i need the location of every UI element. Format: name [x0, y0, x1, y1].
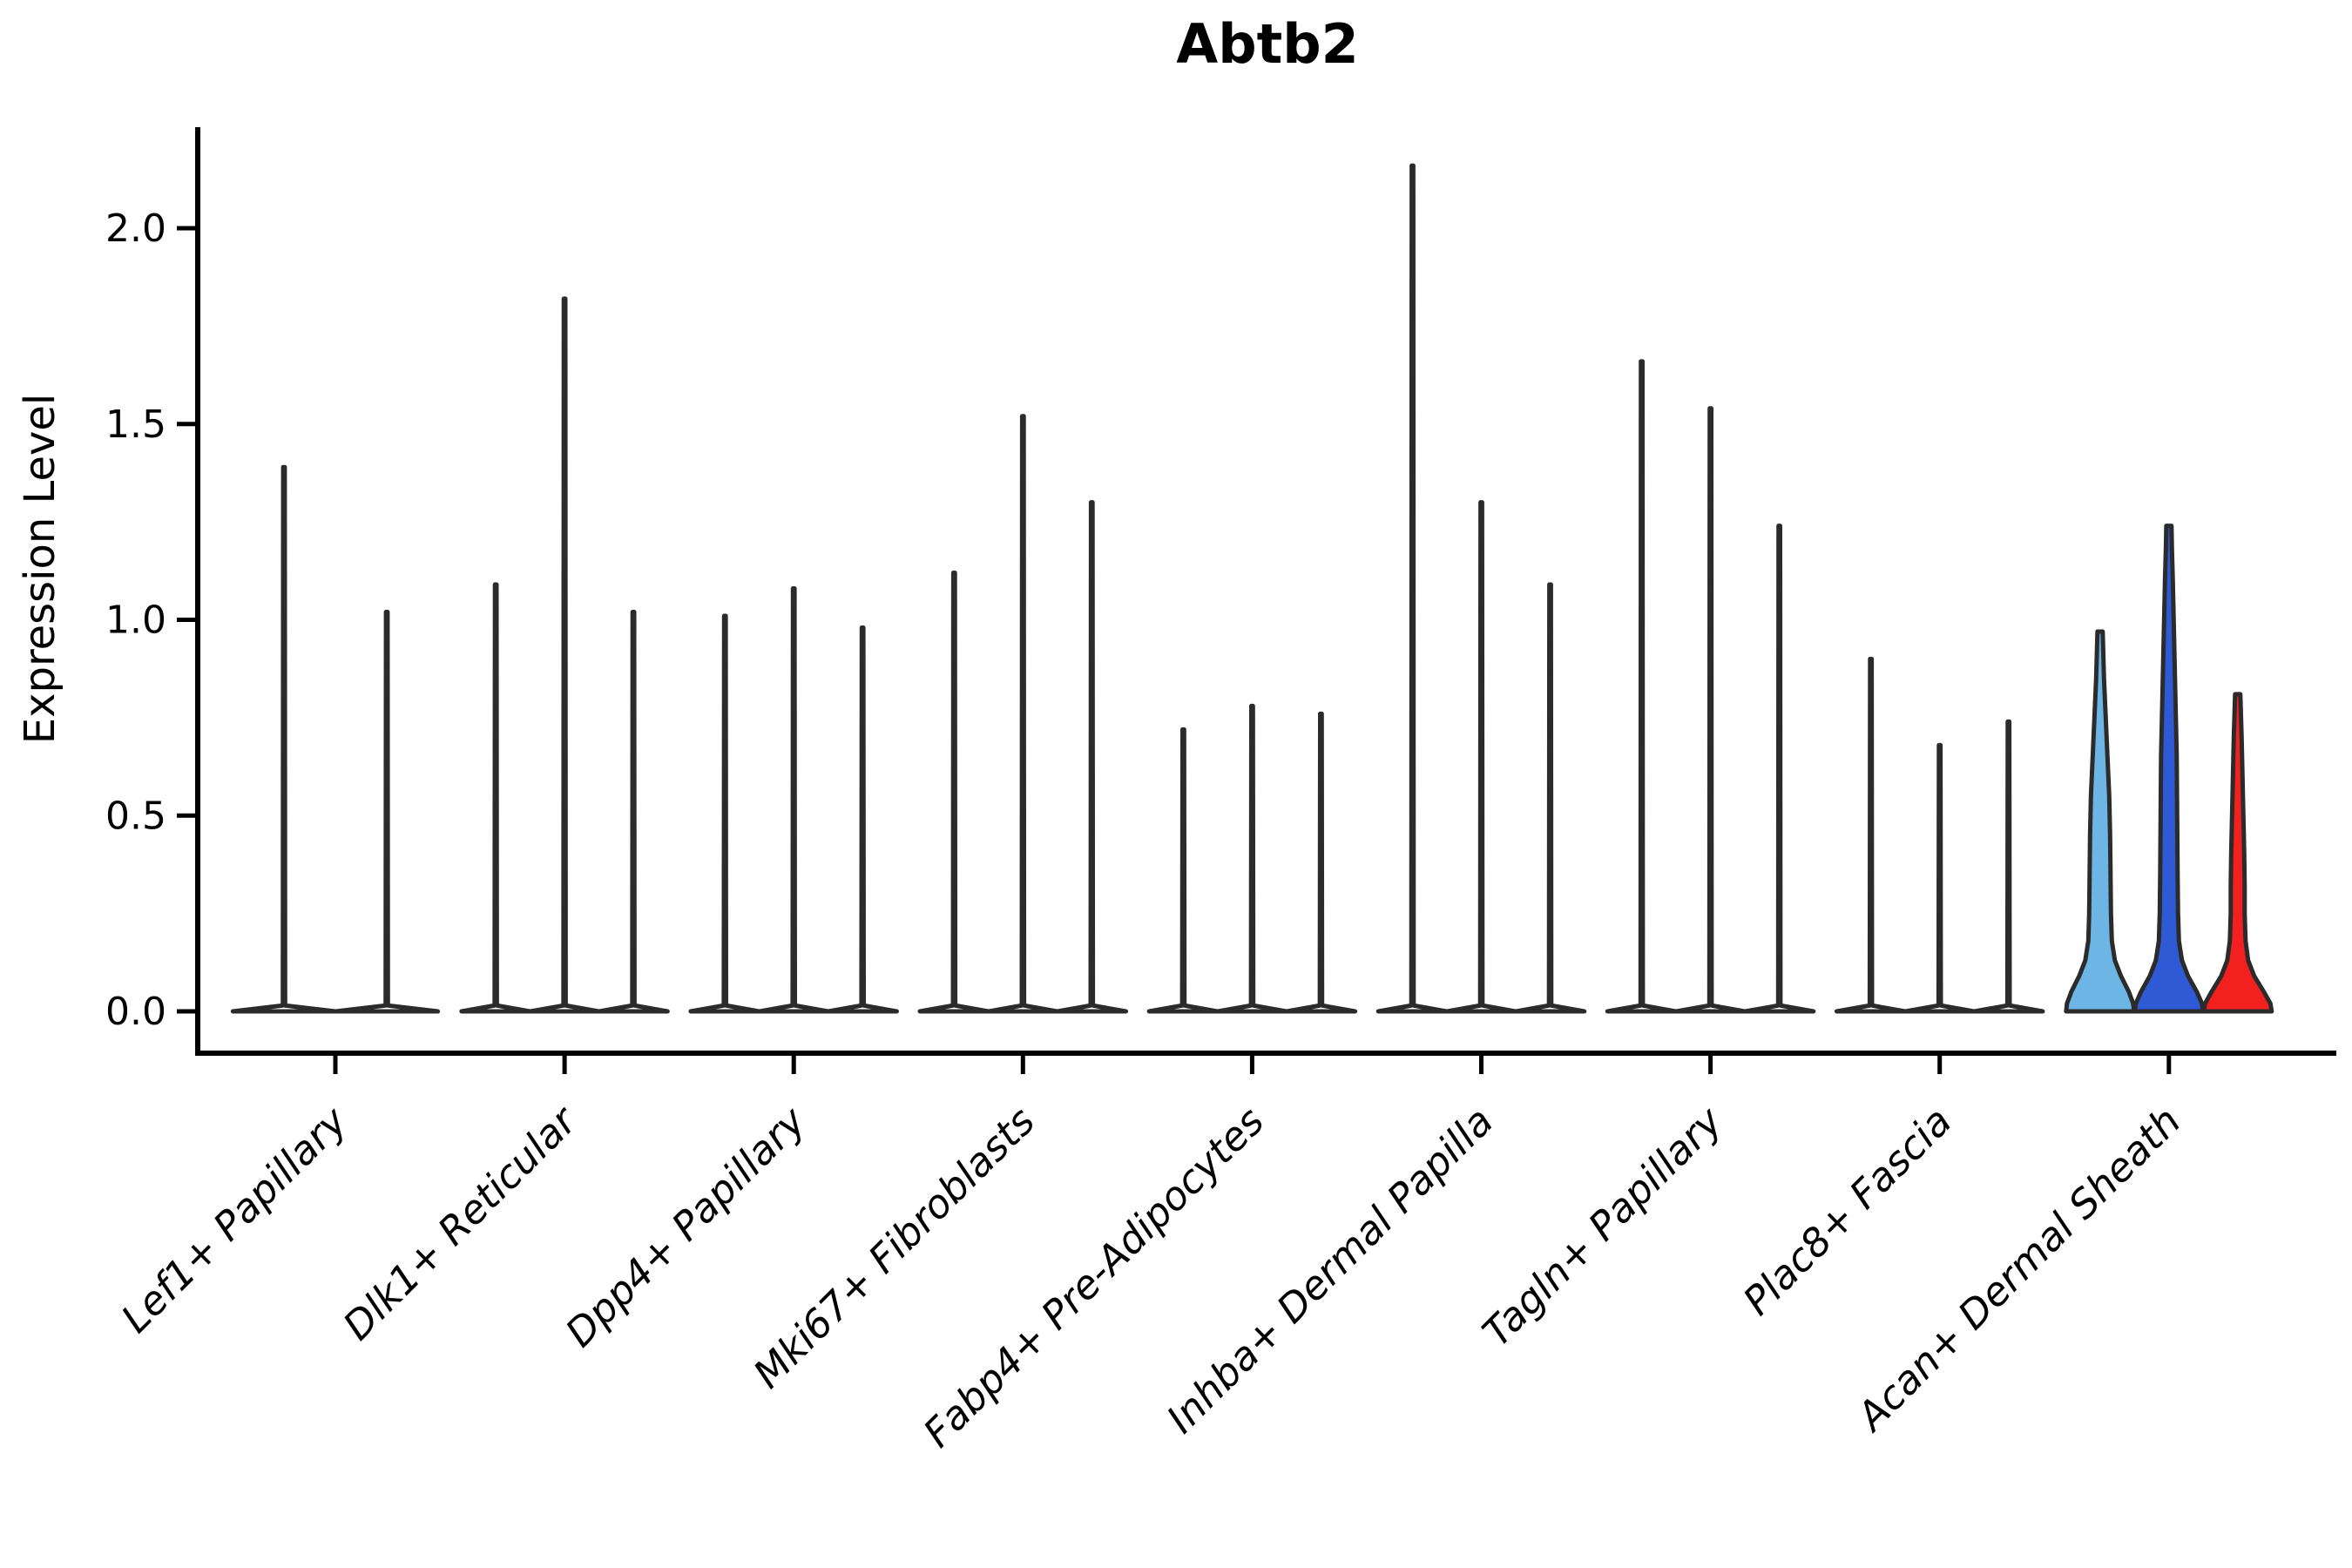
violin-1-2 — [597, 610, 670, 1014]
x-tick-label: Dpp4+ Papillary — [557, 1097, 815, 1355]
violin-8-2 — [2201, 692, 2274, 1014]
x-tick-label: Dlk1+ Reticular — [335, 1097, 587, 1349]
x-tick-label: Plac8+ Fascia — [1734, 1098, 1961, 1324]
chart-title: Abtb2 — [1176, 12, 1359, 76]
y-tick-label: 0.5 — [105, 794, 166, 838]
violin-5-1 — [1444, 500, 1518, 1014]
violin-6-2 — [1742, 524, 1816, 1014]
violin-7-2 — [1971, 719, 2045, 1014]
x-tick-label: Lef1+ Papillary — [112, 1097, 357, 1342]
violin-2-1 — [757, 586, 830, 1014]
violin-5-2 — [1513, 582, 1587, 1014]
x-tick-label: Tagln+ Papillary — [1473, 1097, 1732, 1355]
violin-0-1 — [333, 610, 441, 1014]
violin-6-1 — [1673, 406, 1747, 1014]
violin-7-1 — [1903, 742, 1977, 1014]
violins-layer — [230, 163, 2274, 1014]
y-tick-label: 2.0 — [105, 206, 166, 251]
violin-4-0 — [1146, 727, 1220, 1014]
violin-8-1 — [2132, 524, 2206, 1014]
violin-0-0 — [230, 464, 338, 1014]
violin-2-2 — [826, 625, 899, 1014]
y-tick-label: 1.5 — [105, 402, 166, 447]
y-tick-label: 1.0 — [105, 598, 166, 643]
y-tick-label: 0.0 — [105, 990, 166, 1034]
violin-3-1 — [986, 414, 1060, 1014]
violin-5-0 — [1375, 163, 1450, 1014]
violin-2-0 — [688, 613, 761, 1014]
violin-3-0 — [917, 571, 991, 1014]
violin-7-0 — [1834, 656, 1908, 1014]
violin-1-1 — [528, 296, 601, 1014]
y-axis-label: Expression Level — [16, 394, 64, 745]
violin-3-2 — [1055, 500, 1129, 1014]
violin-4-1 — [1215, 703, 1289, 1014]
violin-8-0 — [2064, 629, 2137, 1014]
violin-4-2 — [1284, 711, 1358, 1014]
violin-6-0 — [1605, 359, 1679, 1014]
violin-1-0 — [459, 582, 532, 1014]
